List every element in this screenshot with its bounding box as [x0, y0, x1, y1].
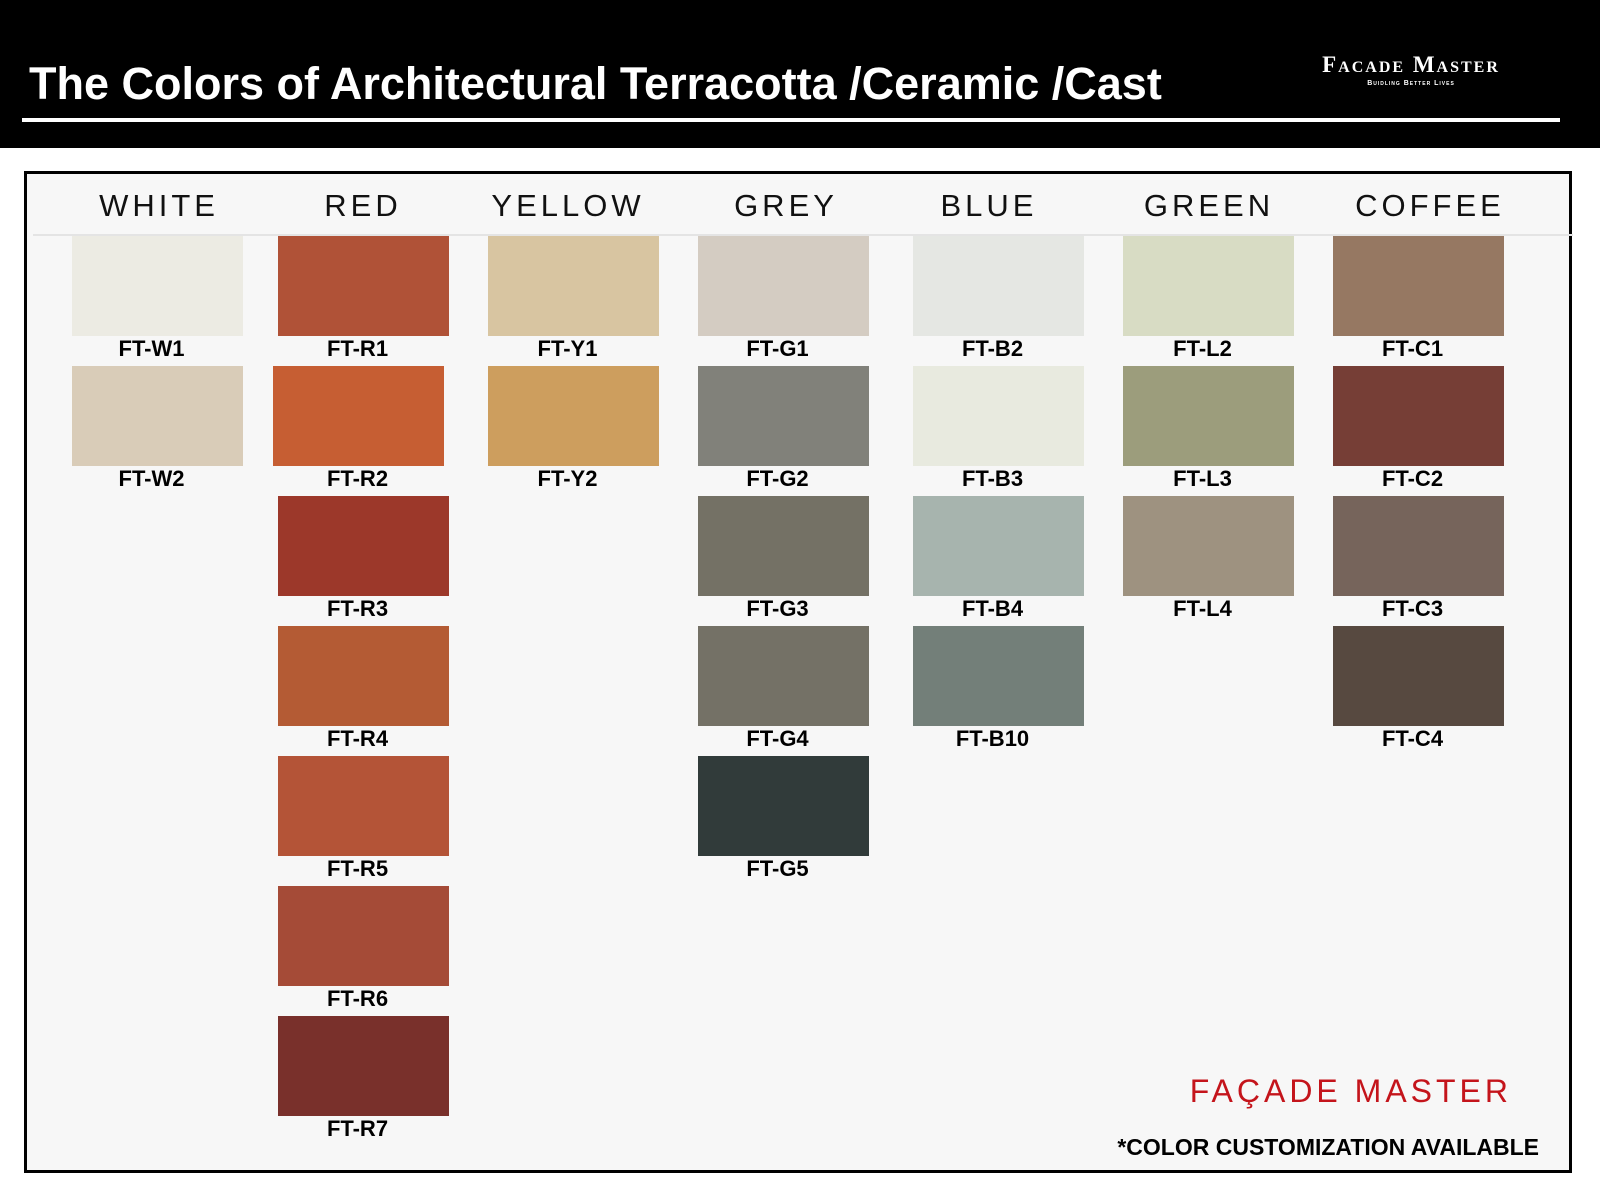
swatch-code-label: FT-R2	[326, 466, 389, 491]
color-swatch-ft-r4	[278, 626, 449, 726]
color-swatch-ft-r5	[278, 756, 449, 856]
swatch-code-label: FT-R4	[326, 726, 389, 751]
color-swatch-ft-l4	[1123, 496, 1294, 596]
swatch-code-label: FT-C2	[1381, 466, 1444, 491]
footer-brand: FAÇADE MASTER	[1189, 1073, 1512, 1109]
swatch-code-label: FT-G2	[746, 466, 809, 491]
customization-note: *COLOR CUSTOMIZATION AVAILABLE	[1117, 1134, 1539, 1160]
color-swatch-ft-r6	[278, 886, 449, 986]
column-heading-coffee: COFFEE	[1355, 188, 1505, 223]
color-swatch-ft-l3	[1123, 366, 1294, 466]
color-swatch-ft-w2	[72, 366, 243, 466]
swatch-code-label: FT-G1	[746, 336, 809, 361]
column-heading-grey: GREY	[734, 188, 838, 223]
swatch-code-label: FT-Y2	[537, 466, 598, 491]
swatch-code-label: FT-W2	[118, 466, 185, 491]
swatch-code-label: FT-C1	[1381, 336, 1444, 361]
page-title: The Colors of Architectural Terracotta /…	[29, 58, 1162, 109]
column-heading-blue: BLUE	[940, 188, 1038, 223]
swatch-code-label: FT-G5	[746, 856, 809, 881]
color-swatch-ft-g3	[698, 496, 869, 596]
swatch-code-label: FT-Y1	[537, 336, 598, 361]
swatch-code-label: FT-W1	[118, 336, 185, 361]
swatch-code-label: FT-L3	[1173, 466, 1232, 491]
swatch-code-label: FT-G3	[746, 596, 809, 621]
color-swatch-ft-r1	[278, 236, 449, 336]
column-heading-green: GREEN	[1143, 188, 1275, 223]
swatch-code-label: FT-B3	[961, 466, 1024, 491]
swatch-code-label: FT-B2	[961, 336, 1024, 361]
color-swatch-ft-g5	[698, 756, 869, 856]
brand-logo: Facade Master Buidling Better Lives	[1284, 52, 1538, 96]
brand-tagline: Buidling Better Lives	[1367, 80, 1455, 87]
color-swatch-ft-r7	[278, 1016, 449, 1116]
color-swatch-ft-c4	[1333, 626, 1504, 726]
swatch-code-label: FT-R6	[326, 986, 389, 1011]
swatch-code-label: FT-R7	[326, 1116, 389, 1141]
color-swatch-ft-w1	[72, 236, 243, 336]
color-swatch-ft-y2	[488, 366, 659, 466]
color-swatch-ft-g4	[698, 626, 869, 726]
swatch-code-label: FT-B4	[961, 596, 1024, 621]
column-heading-white: WHITE	[99, 188, 219, 223]
color-swatch-ft-c1	[1333, 236, 1504, 336]
column-heading-yellow: YELLOW	[491, 188, 645, 223]
color-swatch-ft-b3	[913, 366, 1084, 466]
color-swatch-ft-b10	[913, 626, 1084, 726]
swatch-code-label: FT-B10	[955, 726, 1030, 751]
swatch-code-label: FT-R1	[326, 336, 389, 361]
column-heading-red: RED	[324, 188, 402, 223]
color-swatch-ft-r2	[273, 366, 444, 466]
header-divider	[22, 118, 1560, 122]
swatch-code-label: FT-L2	[1173, 336, 1232, 361]
heading-divider	[33, 234, 1573, 236]
color-swatch-ft-b4	[913, 496, 1084, 596]
page-header: The Colors of Architectural Terracotta /…	[0, 0, 1600, 148]
swatch-code-label: FT-L4	[1173, 596, 1232, 621]
color-swatch-ft-y1	[488, 236, 659, 336]
color-swatch-ft-g1	[698, 236, 869, 336]
swatch-code-label: FT-C3	[1381, 596, 1444, 621]
swatch-code-label: FT-C4	[1381, 726, 1444, 751]
color-palette-panel: WHITE FT-W1 FT-W2 RED FT-R1 FT-R2 FT-R3 FT-R4 FT…	[24, 171, 1573, 1173]
color-swatch-ft-c3	[1333, 496, 1504, 596]
color-swatch-ft-r3	[278, 496, 449, 596]
color-swatch-ft-c2	[1333, 366, 1504, 466]
swatch-code-label: FT-G4	[746, 726, 809, 751]
color-swatch-ft-l2	[1123, 236, 1294, 336]
swatch-code-label: FT-R3	[326, 596, 389, 621]
brand-name: Facade Master	[1322, 52, 1500, 77]
color-swatch-ft-b2	[913, 236, 1084, 336]
swatch-code-label: FT-R5	[326, 856, 389, 881]
color-swatch-ft-g2	[698, 366, 869, 466]
